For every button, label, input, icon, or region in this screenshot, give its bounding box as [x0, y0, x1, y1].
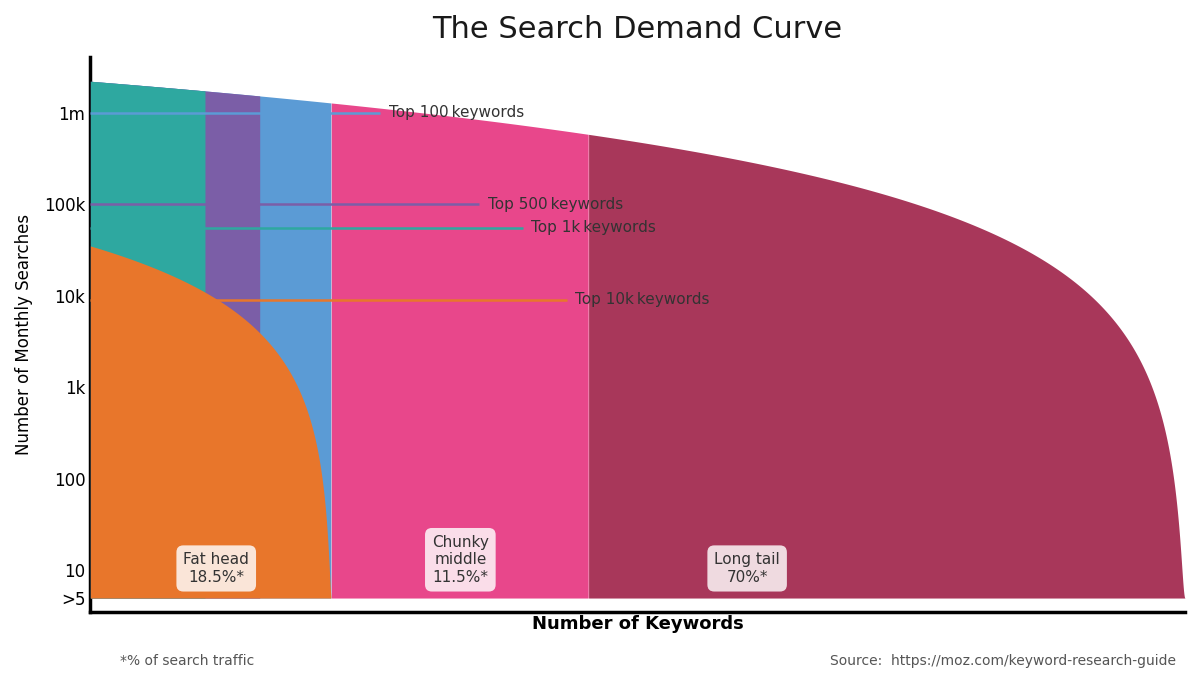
- Text: Fat head
18.5%*: Fat head 18.5%*: [184, 552, 250, 585]
- Y-axis label: Number of Monthly Searches: Number of Monthly Searches: [14, 214, 34, 456]
- Text: Top 1k keywords: Top 1k keywords: [532, 221, 656, 236]
- Text: Top 100 keywords: Top 100 keywords: [389, 105, 524, 120]
- Text: *% of search traffic: *% of search traffic: [120, 654, 254, 668]
- Text: Chunky
middle
11.5%*: Chunky middle 11.5%*: [432, 535, 488, 585]
- Text: Top 500 keywords: Top 500 keywords: [487, 196, 623, 212]
- X-axis label: Number of Keywords: Number of Keywords: [532, 615, 744, 633]
- Text: Top 10k keywords: Top 10k keywords: [575, 292, 709, 307]
- Title: The Search Demand Curve: The Search Demand Curve: [433, 15, 842, 44]
- Text: Long tail
70%*: Long tail 70%*: [714, 552, 780, 585]
- Text: Source:  https://moz.com/keyword-research-guide: Source: https://moz.com/keyword-research…: [830, 654, 1176, 668]
